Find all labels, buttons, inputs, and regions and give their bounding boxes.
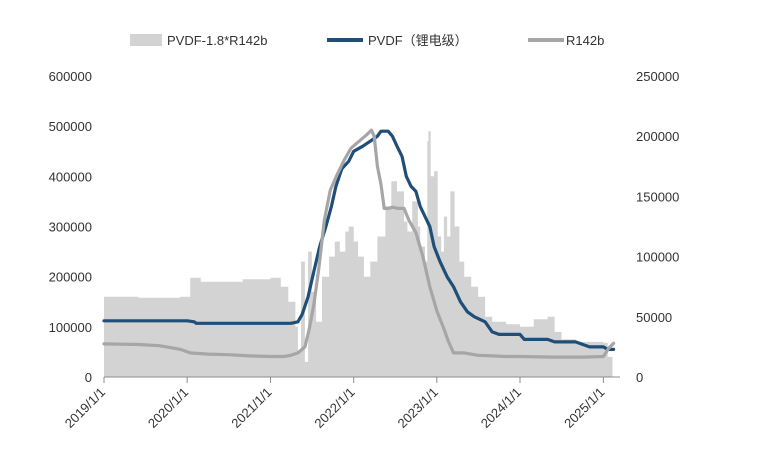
legend-label: PVDF（锂电级） xyxy=(368,33,468,48)
y-left-tick-label: 100000 xyxy=(49,320,92,335)
series-lines-layer xyxy=(102,128,616,359)
y-right-tick-label: 250000 xyxy=(636,69,679,84)
x-tick-label: 2023/1/1 xyxy=(395,385,441,431)
y-right-tick-label: 200000 xyxy=(636,129,679,144)
legend-label: PVDF-1.8*R142b xyxy=(167,33,267,48)
legend-label: R142b xyxy=(566,33,604,48)
y-right-tick-label: 50000 xyxy=(636,310,672,325)
legend-item-spread: PVDF-1.8*R142b xyxy=(130,33,267,48)
x-tick-label: 2022/1/1 xyxy=(311,385,357,431)
spread-area xyxy=(104,131,613,377)
axes-layer: 2019/1/1 2020/1/1 2021/1/1 2022/1/1 2023/1/1… xyxy=(49,69,680,431)
x-tick-label: 2025/1/1 xyxy=(561,385,607,431)
x-tick-label: 2019/1/1 xyxy=(62,385,108,431)
legend-item-r142b: R142b xyxy=(528,33,604,48)
x-tick-label: 2021/1/1 xyxy=(228,385,274,431)
x-tick-label: 2020/1/1 xyxy=(145,385,191,431)
y-left-tick-label: 500000 xyxy=(49,119,92,134)
y-left-tick-label: 200000 xyxy=(49,270,92,285)
y-left-tick-label: 300000 xyxy=(49,220,92,235)
y-left-tick-label: 600000 xyxy=(49,69,92,84)
y-right-tick-label: 150000 xyxy=(636,189,679,204)
spread-area-layer xyxy=(104,131,613,377)
legend-item-pvdf: PVDF（锂电级） xyxy=(327,33,468,48)
y-left-tick-label: 400000 xyxy=(49,169,92,184)
y-right-tick-label: 0 xyxy=(636,370,643,385)
y-right-tick-label: 100000 xyxy=(636,250,679,265)
pvdf-line xyxy=(102,129,616,351)
legend-swatch xyxy=(130,34,162,46)
r142b-line xyxy=(102,128,616,359)
legend: PVDF-1.8*R142b PVDF（锂电级） R142b xyxy=(130,33,604,48)
x-tick-label: 2024/1/1 xyxy=(478,385,524,431)
y-left-tick-label: 0 xyxy=(85,370,92,385)
